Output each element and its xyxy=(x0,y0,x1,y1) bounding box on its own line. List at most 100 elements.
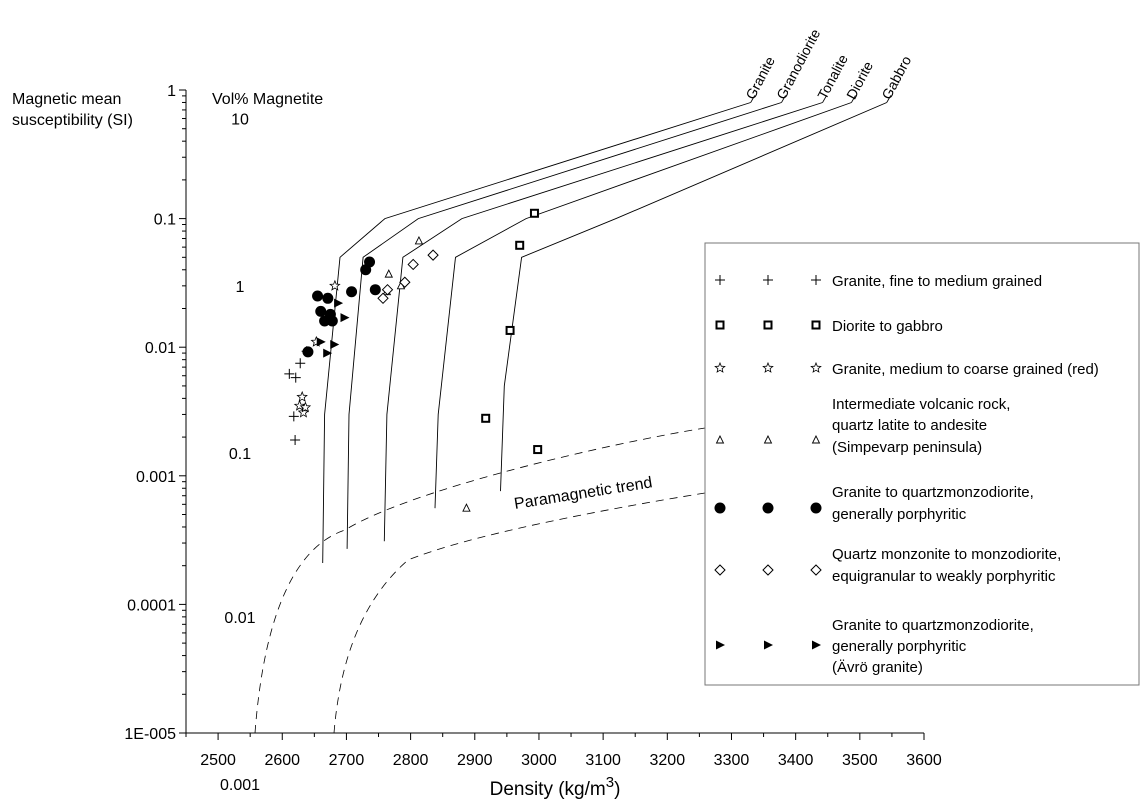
x-tick-label: 3200 xyxy=(650,752,686,769)
x-tick-label: 2800 xyxy=(393,752,429,769)
data-point-circle xyxy=(312,290,324,302)
y-tick-label: 0.0001 xyxy=(127,597,176,614)
legend-label: Granite to quartzmonzodiorite, xyxy=(832,617,1034,634)
legend-marker-rtriangle xyxy=(812,640,821,650)
legend-label: Quartz monzonite to monzodiorite, xyxy=(832,546,1061,563)
rock-line-tail-diorite xyxy=(851,95,856,103)
legend-marker-circle xyxy=(810,502,822,514)
rock-label-diorite: Diorite xyxy=(843,58,876,101)
x-ticks: 2500 2600 2700 2800 2900 3000 3100 3200 3300 3400… xyxy=(185,733,942,769)
legend-label: Intermediate volcanic rock, xyxy=(832,396,1010,413)
rock-label-gabbro: Gabbro xyxy=(878,53,914,102)
axes xyxy=(185,90,924,734)
legend-marker-triangle xyxy=(811,434,821,444)
x-tick-label: 3600 xyxy=(906,752,942,769)
legend-box xyxy=(704,242,1140,686)
data-point-plus xyxy=(295,358,306,369)
x-tick-label: 2600 xyxy=(264,752,300,769)
data-point-star xyxy=(329,279,341,291)
data-point-circle xyxy=(322,292,334,304)
x-axis-label-main: Density (kg/m xyxy=(490,779,606,800)
legend-label: (Simpevarp peninsula) xyxy=(832,439,982,456)
data-point-square xyxy=(515,240,525,250)
legend: Granite, fine to medium grained Diorite t… xyxy=(704,242,1140,686)
data-point-star xyxy=(293,399,306,411)
legend-label: equigranular to weakly porphyritic xyxy=(832,568,1056,585)
x-tick-label: 2900 xyxy=(457,752,493,769)
legend-label: generally porphyritic xyxy=(832,506,967,523)
rock-line-granite xyxy=(322,102,751,564)
rock-line-granodiorite xyxy=(346,102,782,549)
data-point-diamond xyxy=(381,283,394,296)
rock-line-diorite xyxy=(434,102,852,509)
legend-marker-diamond xyxy=(810,564,822,576)
data-point-square xyxy=(529,208,539,218)
data-point-plus xyxy=(288,411,299,422)
data-point-square xyxy=(481,413,491,423)
data-point-plus xyxy=(290,372,301,383)
legend-marker-triangle xyxy=(715,434,725,444)
data-point-rtriangle xyxy=(330,339,340,349)
y-tick-label: 1E-005 xyxy=(124,726,176,743)
rock-line-tail-gabbro xyxy=(886,95,892,103)
legend-marker-plus xyxy=(811,275,821,285)
paramagnetic-upper-curve xyxy=(254,427,706,734)
data-point-diamond xyxy=(427,249,439,261)
data-point-rtriangle xyxy=(323,348,333,358)
legend-label: generally porphyritic xyxy=(832,638,967,655)
data-point-rtriangle xyxy=(334,298,344,308)
y-axis-label-line1: Magnetic mean xyxy=(12,91,121,108)
legend-marker-rtriangle xyxy=(716,640,725,650)
legend-label: Granite, fine to medium grained xyxy=(832,273,1042,290)
data-point-diamond xyxy=(377,292,389,305)
legend-marker-rtriangle xyxy=(764,640,773,650)
legend-marker-star xyxy=(810,361,822,373)
x-tick-label: 2700 xyxy=(329,752,365,769)
data-point-rtriangle xyxy=(316,337,326,347)
data-point-square xyxy=(505,325,515,335)
x-tick-label: 3300 xyxy=(714,752,750,769)
data-point-rtriangle xyxy=(340,313,350,323)
data-point-circle xyxy=(326,315,338,327)
x-tick-label: 3000 xyxy=(521,752,557,769)
legend-marker-plus xyxy=(715,275,725,285)
x-axis-label: Density (kg/m3) xyxy=(490,774,621,800)
data-point-square xyxy=(533,445,543,455)
legend-marker-square xyxy=(715,320,725,330)
data-point-star xyxy=(296,390,308,402)
legend-marker-diamond xyxy=(714,564,726,576)
legend-marker-circle xyxy=(714,502,726,514)
data-point-circle xyxy=(315,305,327,317)
y-axis-label-line2: susceptibility (SI) xyxy=(12,112,133,129)
vol-tick-label: 0.1 xyxy=(229,446,251,463)
rock-line-tail-tonalite xyxy=(822,95,827,103)
legend-marker-square xyxy=(763,320,773,330)
data-point-star xyxy=(299,401,312,413)
data-point-circle xyxy=(346,286,358,298)
vol-magnetite-ticks: 10 1 0.1 0.01 0.001 xyxy=(220,112,260,795)
legend-label: Granite to quartzmonzodiorite, xyxy=(832,484,1034,501)
x-tick-label: 3100 xyxy=(585,752,621,769)
data-point-circle xyxy=(302,346,314,358)
data-point-diamond xyxy=(399,276,411,288)
vol-tick-label: 0.01 xyxy=(224,610,255,627)
legend-label: (Ävrö granite) xyxy=(832,659,923,676)
data-point-circle xyxy=(369,284,381,296)
data-point-circle xyxy=(364,256,376,268)
data-point-plus xyxy=(284,368,295,379)
x-tick-label: 3500 xyxy=(842,752,878,769)
data-point-plus xyxy=(290,434,301,445)
legend-marker-star xyxy=(714,361,726,373)
legend-marker-circle xyxy=(762,502,774,514)
data-point-triangle xyxy=(462,503,471,512)
rock-line-tonalite xyxy=(383,102,823,542)
legend-label: Granite, medium to coarse grained (red) xyxy=(832,361,1099,378)
paramagnetic-trend: Paramagnetic trend xyxy=(254,427,706,734)
rock-line-tail-granite xyxy=(750,95,756,103)
vol-magnetite-label: Vol% Magnetite xyxy=(212,91,323,108)
x-tick-label: 2500 xyxy=(200,752,236,769)
rock-line-tail-granodiorite xyxy=(781,95,786,103)
data-point-diamond xyxy=(407,258,419,271)
vol-tick-label: 10 xyxy=(231,112,249,129)
